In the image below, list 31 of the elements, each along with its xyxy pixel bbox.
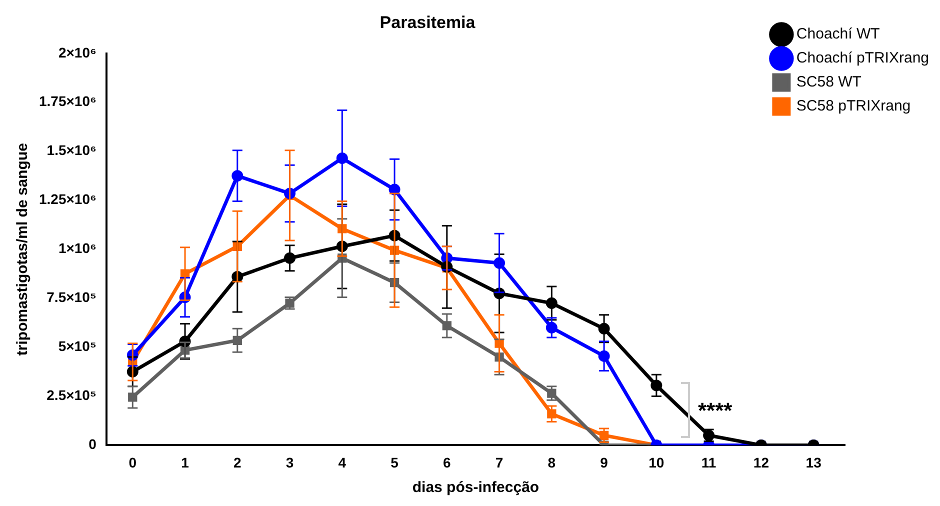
legend-label: SC58 WT (796, 74, 862, 91)
x-tick-label: 5 (390, 454, 399, 470)
y-tick-label: 1.25×10⁶ (38, 191, 96, 208)
x-axis-title: dias pós-infecção (412, 479, 540, 496)
y-tick-label: 2×10⁶ (58, 44, 96, 60)
x-tick-label: 7 (495, 454, 504, 470)
y-tick-label: 5×10⁵ (58, 338, 96, 354)
x-tick-label: 13 (806, 454, 822, 470)
y-tick-label: 1.75×10⁶ (38, 93, 96, 110)
x-tick-label: 2 (233, 454, 242, 470)
legend-label: SC58 pTRIXrang (796, 98, 911, 115)
y-tick-label: 1×10⁶ (58, 240, 96, 256)
x-tick-label: 4 (338, 454, 346, 470)
x-tick-label: 0 (128, 454, 137, 470)
legend-label: Choachí WT (796, 26, 880, 43)
y-tick-label: 7.5×10⁵ (46, 289, 96, 306)
y-tick-label: 1.5×10⁶ (46, 142, 96, 158)
x-tick-label: 11 (701, 454, 716, 470)
y-axis-title: tripomastigotas/ml de sangue (14, 143, 32, 356)
y-tick-label: 0 (88, 436, 97, 452)
legend-label: Choachí pTRIXrang (796, 50, 930, 67)
x-tick-label: 10 (648, 454, 664, 470)
x-tick-label: 9 (600, 454, 608, 470)
x-tick-label: 8 (548, 454, 556, 470)
y-tick-label: 2.5×10⁵ (46, 387, 96, 404)
annotation: **** (698, 398, 732, 424)
x-tick-label: 6 (443, 454, 452, 470)
x-tick-label: 3 (286, 454, 294, 470)
x-tick-label: 1 (181, 454, 190, 470)
chart-title: Parasitemia (380, 12, 476, 32)
x-tick-label: 12 (753, 454, 770, 470)
